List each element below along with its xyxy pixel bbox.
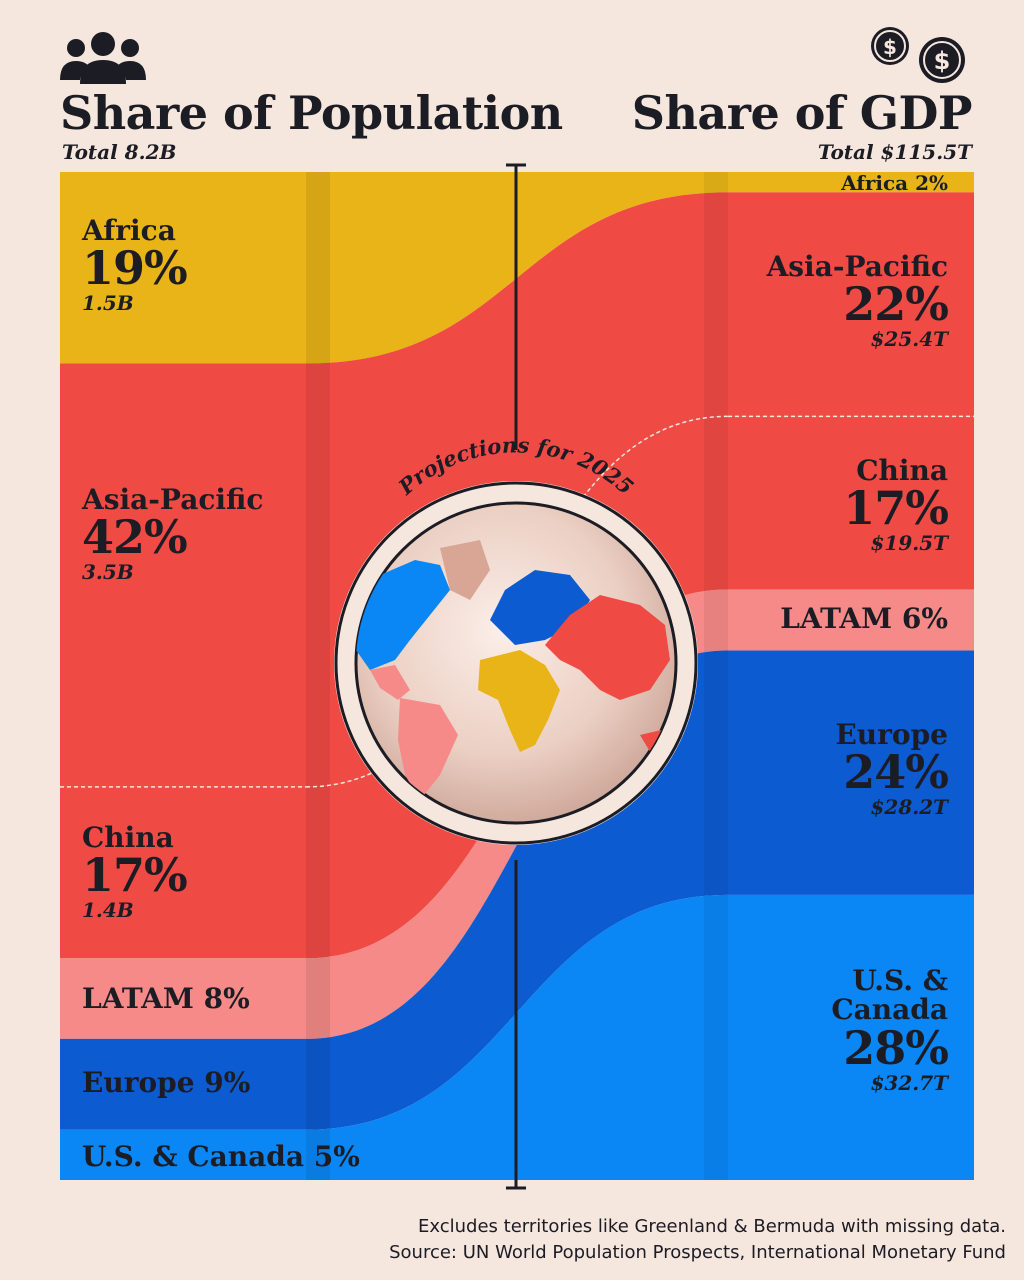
gdp-china-name: China	[856, 454, 948, 487]
gdp-us-value: $32.7T	[870, 1070, 948, 1095]
pop-bar-asia_pacific	[60, 363, 306, 787]
gdp-label-africa: Africa 2%	[841, 171, 948, 195]
gdp-us-pct: 28%	[843, 1020, 949, 1075]
gdp-us-name-line1: U.S. &	[852, 964, 948, 997]
gdp-asia-name: Asia-Pacific	[766, 250, 948, 283]
svg-text:$: $	[934, 47, 951, 75]
pop-us-name: U.S. & Canada	[82, 1140, 304, 1173]
gdp-asia-pct: 22%	[843, 277, 949, 332]
continent-central-america	[370, 665, 410, 700]
pop-bar-latam	[60, 958, 306, 1039]
pop-africa-value: 1.5B	[82, 291, 134, 316]
pop-label-us-canada: U.S. & Canada 5%	[82, 1140, 360, 1173]
continent-greenland	[440, 540, 490, 600]
gdp-label-china: China 17% $19.5T	[843, 454, 949, 556]
pop-label-asia-pacific: Asia-Pacific 42% 3.5B	[82, 483, 264, 585]
gdp-label-asia-pacific: Asia-Pacific 22% $25.4T	[766, 250, 949, 352]
gdp-bar-us_canada	[728, 894, 974, 1180]
footer-source: Source: UN World Population Prospects, I…	[389, 1242, 1006, 1264]
pop-label-china: China 17% 1.4B	[82, 821, 188, 923]
gdp-us-name-line2: Canada	[831, 993, 948, 1027]
gdp-europe-name: Europe	[835, 718, 948, 751]
left-shade	[306, 172, 330, 1180]
continent-asia	[545, 595, 670, 700]
gdp-bar-asia_pacific	[728, 192, 974, 417]
pop-africa-pct: 19%	[82, 241, 188, 296]
pop-us-pct: 5%	[313, 1140, 360, 1173]
gdp-china-pct: 17%	[843, 481, 949, 536]
population-total: Total 8.2B	[62, 140, 177, 164]
pop-asia-value: 3.5B	[82, 560, 134, 585]
gdp-bar-china	[728, 416, 974, 590]
pop-label-latam: LATAM 8%	[82, 982, 250, 1015]
continent-africa	[478, 650, 560, 752]
gdp-bar-africa	[728, 172, 974, 193]
gdp-bars	[728, 172, 974, 1180]
pop-bar-us_canada	[60, 1129, 306, 1180]
population-bars	[60, 172, 306, 1180]
continent-south-america	[398, 698, 458, 800]
gdp-label-us-canada: U.S. & Canada 28% $32.7T	[831, 964, 949, 1095]
pop-africa-name: Africa	[82, 214, 176, 247]
gdp-title: Share of GDP	[631, 86, 973, 140]
coins-icon: $ $	[871, 27, 965, 83]
pop-bar-china	[60, 786, 306, 959]
gdp-europe-value: $28.2T	[870, 795, 948, 820]
footer-note: Excludes territories like Greenland & Be…	[418, 1216, 1006, 1237]
globe-outer-ring	[334, 481, 698, 845]
pop-bar-europe	[60, 1038, 306, 1130]
pop-label-africa: Africa 19% 1.5B	[82, 214, 188, 316]
pop-china-value: 1.4B	[82, 898, 134, 923]
pop-asia-pct: 42%	[82, 510, 188, 565]
footer: Excludes territories like Greenland & Be…	[389, 1214, 1006, 1266]
pop-china-pct: 17%	[82, 848, 188, 903]
pop-bar-africa	[60, 172, 306, 364]
center-globe-group: Projections for 2025	[334, 163, 698, 1190]
pop-label-europe: Europe 9%	[82, 1066, 251, 1099]
gdp-europe-pct: 24%	[843, 745, 949, 800]
svg-text:$: $	[883, 35, 897, 59]
gdp-asia-value: $25.4T	[870, 327, 948, 352]
gdp-total: Total $115.5T	[817, 140, 972, 164]
continent-north-america	[356, 560, 450, 670]
people-icon	[60, 32, 146, 84]
population-title: Share of Population	[60, 86, 563, 140]
gdp-bar-latam	[728, 589, 974, 651]
globe-continents	[356, 540, 676, 800]
gdp-bar-europe	[728, 650, 974, 895]
right-shade	[704, 172, 728, 1180]
gdp-label-europe: Europe 24% $28.2T	[835, 718, 949, 820]
gdp-china-value: $19.5T	[870, 531, 948, 556]
gdp-label-latam: LATAM 6%	[780, 602, 948, 635]
pop-china-name: China	[82, 821, 174, 854]
pop-asia-name: Asia-Pacific	[82, 483, 264, 516]
